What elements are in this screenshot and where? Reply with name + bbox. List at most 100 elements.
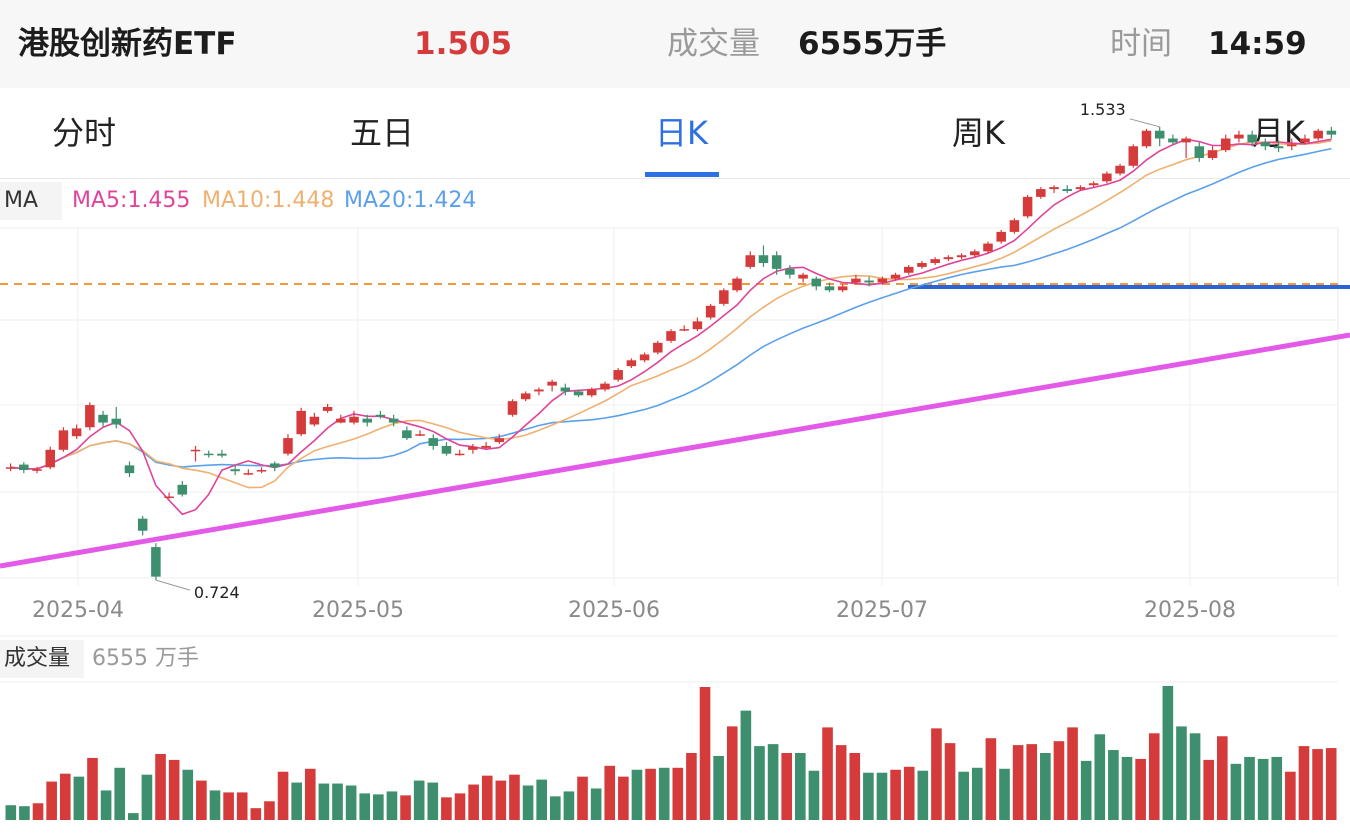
active-tab-indicator [645,172,719,177]
candle [375,410,386,419]
volume-bar [400,795,411,820]
candle [111,407,122,429]
candle-body [111,418,122,425]
candle-body [824,286,835,291]
candle-body [362,418,372,423]
time-value: 14:59 [1208,26,1307,62]
candle [1141,128,1152,149]
volume-bar [713,755,724,820]
candle [983,241,993,254]
volume-bar [1189,733,1201,820]
candle [428,434,439,450]
candle-body [613,370,623,380]
candle [917,261,927,269]
candle-body [666,331,676,341]
volume-label: 成交量 [667,26,760,62]
period-tabs: 分时 五日 日K 周K 月K [0,88,1350,179]
candle [534,387,544,396]
candle-body [164,496,174,498]
candle-body [917,263,927,267]
candle-body [1049,187,1059,190]
candle-body [983,243,993,252]
candle [837,284,848,293]
candle [402,426,412,441]
volume-bar [863,772,874,820]
candle [943,255,954,262]
volume-bar [835,745,847,820]
candle-body [719,290,729,304]
tab-weekly-k[interactable]: 周K [952,114,1005,152]
volume-bar [168,759,180,820]
candle [719,288,729,306]
candle-body [32,469,42,471]
candle [243,469,254,476]
candle-body [547,381,557,386]
candle [415,430,425,437]
volume-bar [427,782,439,820]
trendlines [0,283,1350,569]
candle-body [851,278,861,283]
volume-bar [114,767,126,820]
ma10-value: MA10:1.448 [202,188,335,213]
volume-bar [1148,733,1160,820]
tab-daily-k[interactable]: 日K [655,114,708,152]
volume-bar [345,785,357,820]
volume-bar [1162,686,1174,820]
candle-body [270,463,280,468]
candle [679,325,689,332]
candle [851,274,861,285]
candle [19,462,29,474]
candle-body [745,255,756,267]
candle [1260,138,1271,151]
x-tick-label: 2025-08 [1144,598,1236,623]
ma10-line [10,140,1332,489]
high-price-label: 1.533 [1080,100,1126,119]
candle-body [1181,138,1191,143]
volume-bar [849,753,861,820]
candle [1102,171,1112,184]
candle [1049,185,1059,193]
volume-bar [1040,753,1051,820]
volume-bar [1298,746,1310,820]
candle [1115,163,1125,176]
volume-bar [495,780,507,820]
volume-indicator-selector[interactable]: 成交量 [0,640,84,678]
candle [270,461,280,472]
candle-body [573,391,584,396]
volume-bar [522,785,534,820]
candle [666,329,676,343]
volume-bar [59,773,71,820]
volume-bar [1285,771,1296,820]
volume-bar [454,793,466,820]
candle-body [837,286,848,291]
volume-bar [32,803,44,820]
volume-bar [128,813,139,820]
candle [996,229,1006,244]
volume-bar [931,728,942,820]
ma-selector[interactable]: MA [0,182,62,220]
candle [1220,134,1231,153]
volume-bar [1244,756,1255,820]
candle [217,449,227,458]
candle-body [177,484,188,495]
candle-body [626,360,637,367]
candle [1088,181,1099,188]
candle-body [375,414,386,417]
candle-body [877,278,888,283]
tab-intraday[interactable]: 分时 [52,114,117,152]
volume-bar [563,791,575,820]
candle-body [890,274,901,279]
candle-body [507,401,518,415]
volume-bar [1080,760,1092,820]
x-tick-label: 2025-06 [568,598,660,623]
tab-five-day[interactable]: 五日 [350,114,415,152]
volume-bar [1216,736,1228,820]
ma5-line [10,138,1332,516]
candle [164,492,174,499]
volume-bar [999,768,1010,820]
volume-bar [1067,727,1078,820]
candle [388,414,399,427]
candle-body [481,445,491,448]
candle [824,282,835,293]
